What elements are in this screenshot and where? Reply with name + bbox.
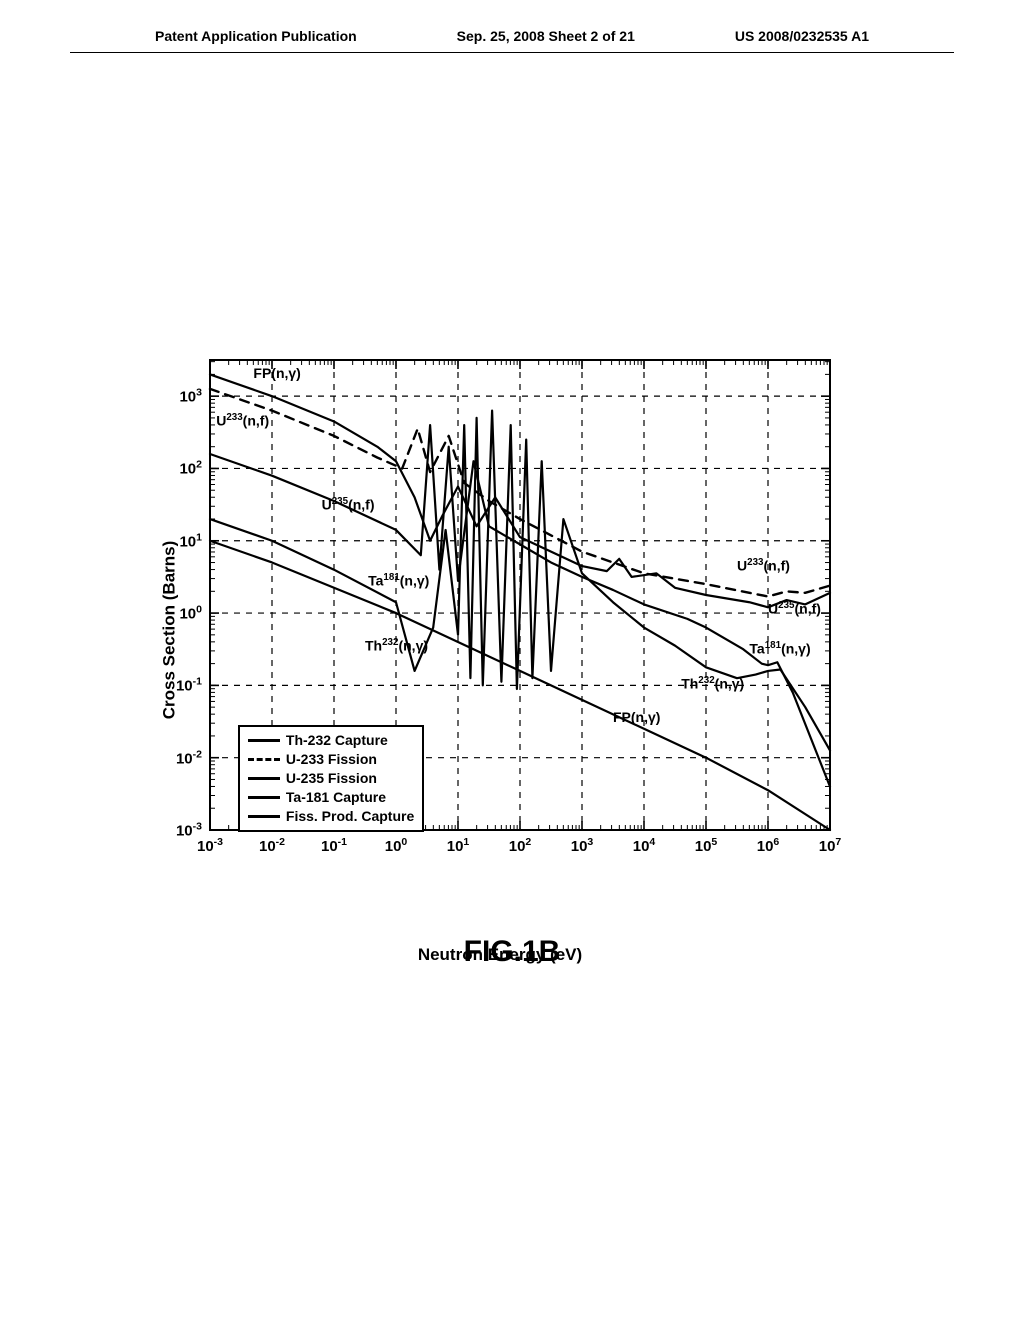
legend-swatch <box>248 815 280 818</box>
y-tick-label: 100 <box>179 604 202 623</box>
header-right: US 2008/0232535 A1 <box>735 28 869 44</box>
legend-swatch <box>248 739 280 742</box>
x-tick-label: 104 <box>633 836 656 855</box>
legend-item: U-235 Fission <box>248 769 414 788</box>
patent-header: Patent Application Publication Sep. 25, … <box>70 0 954 53</box>
series-annotation: U233(n,f) <box>216 412 269 429</box>
legend-swatch <box>248 758 280 761</box>
x-tick-label: 107 <box>819 836 842 855</box>
y-tick-label: 10-1 <box>176 676 202 695</box>
series-annotation: FP(n,γ) <box>613 709 660 725</box>
legend-label: Ta-181 Capture <box>286 788 386 807</box>
x-tick-label: 106 <box>757 836 780 855</box>
x-tick-label: 10-1 <box>321 836 347 855</box>
series-annotation: Ta181(n,γ) <box>368 572 429 589</box>
x-tick-label: 105 <box>695 836 718 855</box>
series-annotation: U235(n,f) <box>768 600 821 617</box>
series-annotation: U235(n,f) <box>322 496 375 513</box>
cross-section-chart: Cross Section (Barns) Neutron Energy (eV… <box>140 350 860 910</box>
y-tick-label: 10-3 <box>176 821 202 840</box>
legend-label: Fiss. Prod. Capture <box>286 807 414 826</box>
series-annotation: Th232(n,γ) <box>365 637 428 654</box>
x-tick-label: 10-2 <box>259 836 285 855</box>
figure-caption: FIG.1B <box>0 935 1024 969</box>
y-tick-label: 10-2 <box>176 748 202 767</box>
header-left: Patent Application Publication <box>155 28 357 44</box>
x-tick-label: 101 <box>447 836 470 855</box>
legend-swatch <box>248 796 280 799</box>
legend-label: Th-232 Capture <box>286 731 388 750</box>
legend-item: Ta-181 Capture <box>248 788 414 807</box>
y-tick-label: 102 <box>179 459 202 478</box>
x-tick-label: 103 <box>571 836 594 855</box>
series-annotation: Ta181(n,γ) <box>749 640 810 657</box>
series-annotation: U233(n,f) <box>737 557 790 574</box>
legend-swatch <box>248 777 280 780</box>
legend-label: U-235 Fission <box>286 769 377 788</box>
legend-label: U-233 Fission <box>286 750 377 769</box>
legend-box: Th-232 CaptureU-233 FissionU-235 Fission… <box>238 725 424 831</box>
x-tick-label: 100 <box>385 836 408 855</box>
header-center: Sep. 25, 2008 Sheet 2 of 21 <box>457 28 635 44</box>
legend-item: U-233 Fission <box>248 750 414 769</box>
x-tick-label: 102 <box>509 836 532 855</box>
y-tick-label: 101 <box>179 531 202 550</box>
y-tick-label: 103 <box>179 387 202 406</box>
series-annotation: FP(n,γ) <box>253 365 300 381</box>
legend-item: Th-232 Capture <box>248 731 414 750</box>
series-annotation: Th232(n,γ) <box>681 675 744 692</box>
legend-item: Fiss. Prod. Capture <box>248 807 414 826</box>
